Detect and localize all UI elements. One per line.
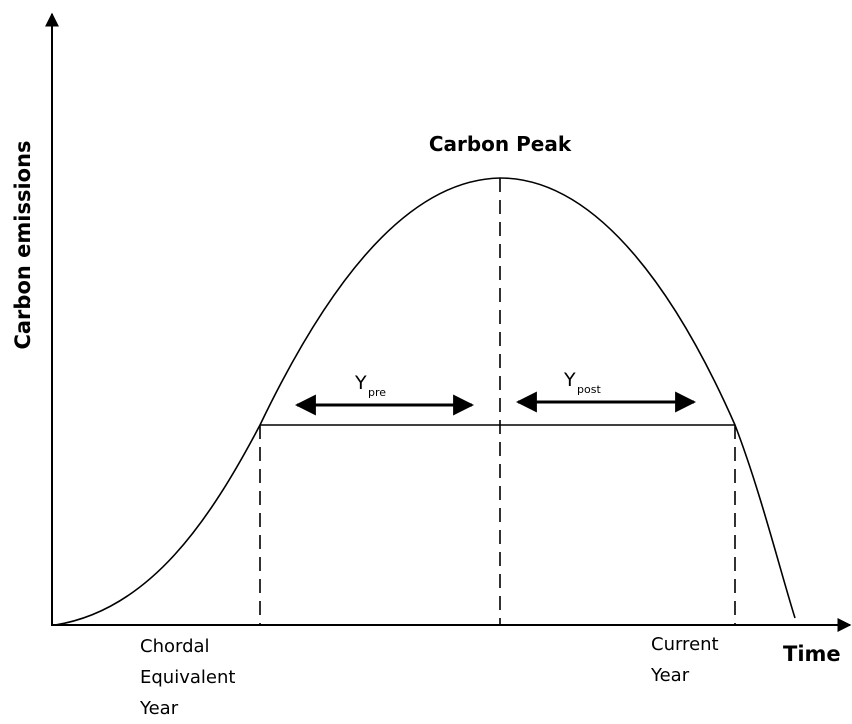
label-line: Equivalent	[140, 667, 235, 688]
post-label: Y	[563, 369, 576, 391]
left-year-label: Chordal Equivalent Year	[139, 636, 235, 719]
label-line: Year	[139, 698, 179, 719]
title: Carbon Peak	[429, 132, 572, 156]
pre-subscript: pre	[368, 386, 386, 399]
y-axis-label: Carbon emissions	[11, 140, 35, 349]
x-axis-label: Time	[783, 642, 841, 666]
label-line: Year	[650, 665, 690, 686]
emission-curve	[54, 177, 796, 626]
right-year-label: Current Year	[650, 634, 719, 686]
pre-label: Y	[354, 372, 367, 394]
label-line: Current	[651, 634, 719, 655]
label-line: Chordal	[140, 636, 210, 657]
post-subscript: post	[577, 383, 601, 396]
